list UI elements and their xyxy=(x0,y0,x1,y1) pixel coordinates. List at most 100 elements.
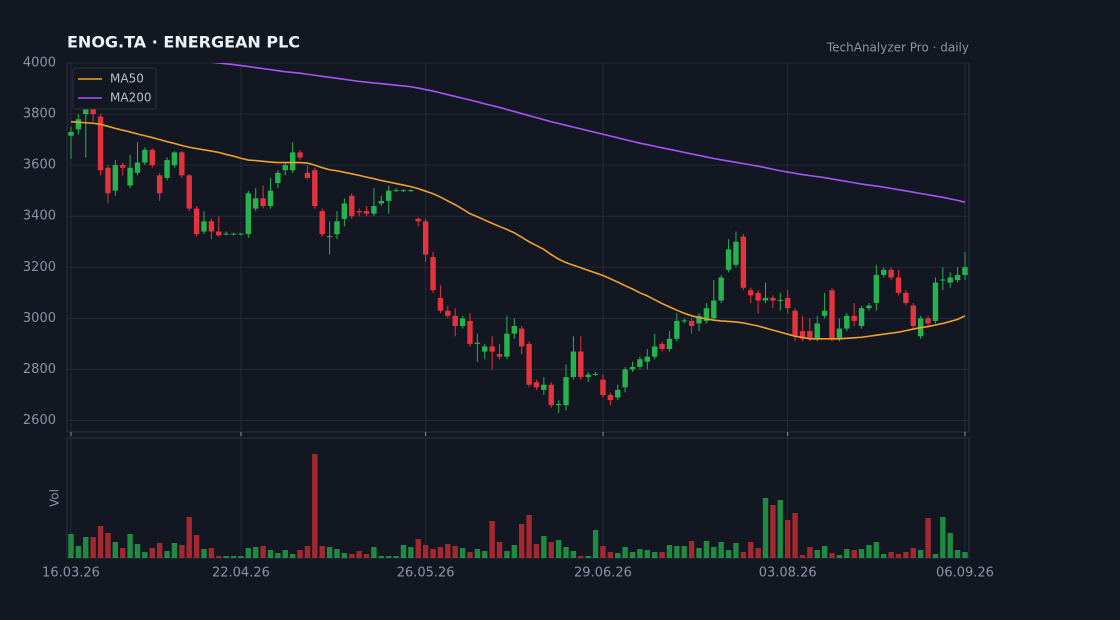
candle-body xyxy=(489,346,495,352)
chart-subtitle: TechAnalyzer Pro · daily xyxy=(826,41,969,55)
volume-bar xyxy=(563,547,569,558)
volume-bar xyxy=(748,542,754,558)
candle-body xyxy=(112,165,119,191)
candle-body xyxy=(415,218,421,222)
y-tick-label: 4000 xyxy=(23,56,56,71)
candle-body xyxy=(149,149,155,166)
chart-title: ENOG.TA · ENERGEAN PLC xyxy=(67,33,300,52)
candle-body xyxy=(607,394,614,401)
candle-body xyxy=(445,310,451,316)
candle-body xyxy=(238,233,244,235)
volume-bar xyxy=(703,541,710,558)
candle-body xyxy=(363,211,370,214)
x-tick-label: 22.04.26 xyxy=(212,566,270,581)
candle-body xyxy=(319,211,325,235)
candle-body xyxy=(777,299,783,301)
candle-body xyxy=(496,354,503,357)
candle-body xyxy=(297,152,303,158)
volume-bar xyxy=(807,547,813,558)
volume-bar xyxy=(932,554,939,558)
candle-body xyxy=(334,221,340,235)
volume-bar xyxy=(334,549,340,558)
candle-body xyxy=(541,384,547,390)
volume-bar xyxy=(925,518,931,558)
candle-body xyxy=(814,323,820,339)
volume-bar xyxy=(600,546,606,558)
candle-body xyxy=(570,351,577,378)
candle-body xyxy=(762,297,769,301)
candle-body xyxy=(563,377,569,406)
candle-body xyxy=(681,320,687,322)
x-tick-label: 16.03.26 xyxy=(42,566,100,581)
candle-body xyxy=(962,267,968,275)
candle-body xyxy=(68,131,74,136)
candle-body xyxy=(134,162,141,173)
volume-bar xyxy=(696,548,702,558)
volume-bar xyxy=(75,546,82,558)
candle-body xyxy=(585,374,591,378)
candle-body xyxy=(408,190,414,192)
candle-body xyxy=(482,346,488,352)
candle-body xyxy=(784,297,791,309)
volume-bar xyxy=(171,543,178,558)
candle-body xyxy=(644,356,650,362)
volume-bar xyxy=(408,547,414,558)
volume-bar xyxy=(954,550,961,558)
candle-body xyxy=(260,198,266,207)
candle-body xyxy=(422,221,429,255)
candle-body xyxy=(289,152,296,171)
candle-body xyxy=(807,331,813,339)
volume-bar xyxy=(711,547,717,558)
candle-body xyxy=(97,116,104,171)
candle-body xyxy=(866,305,872,309)
volume-bar xyxy=(68,534,74,558)
volume-bar xyxy=(201,549,207,558)
volume-bar xyxy=(164,551,170,558)
volume-bar xyxy=(363,554,370,558)
candle-body xyxy=(622,369,628,388)
volume-bar xyxy=(615,553,621,558)
volume-bar xyxy=(238,556,244,558)
candle-body xyxy=(193,208,200,235)
volume-bar xyxy=(312,454,318,558)
volume-bar xyxy=(282,550,288,558)
volume-bar xyxy=(607,552,614,558)
candle-body xyxy=(127,167,133,186)
volume-bar xyxy=(511,545,518,558)
volume-bar xyxy=(349,554,355,558)
candle-body xyxy=(888,269,894,278)
candle-body xyxy=(326,236,333,238)
volume-bar xyxy=(304,546,311,558)
candle-body xyxy=(844,315,850,329)
candle-body xyxy=(105,167,111,194)
volume-panel xyxy=(66,437,970,559)
volume-bar xyxy=(910,548,916,558)
volume-bar xyxy=(496,542,503,558)
candle-body xyxy=(858,308,865,327)
volume-bar xyxy=(651,552,658,558)
volume-bar xyxy=(326,547,333,558)
volume-bar xyxy=(393,556,399,558)
volume-bar xyxy=(666,545,673,558)
candle-body xyxy=(755,292,761,301)
candle-body xyxy=(740,236,747,288)
volume-bar xyxy=(430,549,436,558)
volume-bar xyxy=(866,545,872,558)
volume-bar xyxy=(371,547,377,558)
volume-bar xyxy=(297,550,303,558)
candle-body xyxy=(356,211,362,213)
candle-body xyxy=(312,170,318,207)
volume-bar xyxy=(127,534,133,558)
y-tick-label: 3800 xyxy=(23,107,56,122)
candle-body xyxy=(696,315,702,324)
candle-body xyxy=(873,274,880,304)
volume-bar xyxy=(289,554,296,558)
candle-body xyxy=(725,249,732,270)
volume-bar xyxy=(940,517,946,558)
volume-bar xyxy=(400,545,407,558)
volume-label: Vol xyxy=(48,489,62,507)
volume-bar xyxy=(777,500,783,558)
volume-bar xyxy=(482,551,488,558)
y-tick-label: 3200 xyxy=(23,260,56,275)
